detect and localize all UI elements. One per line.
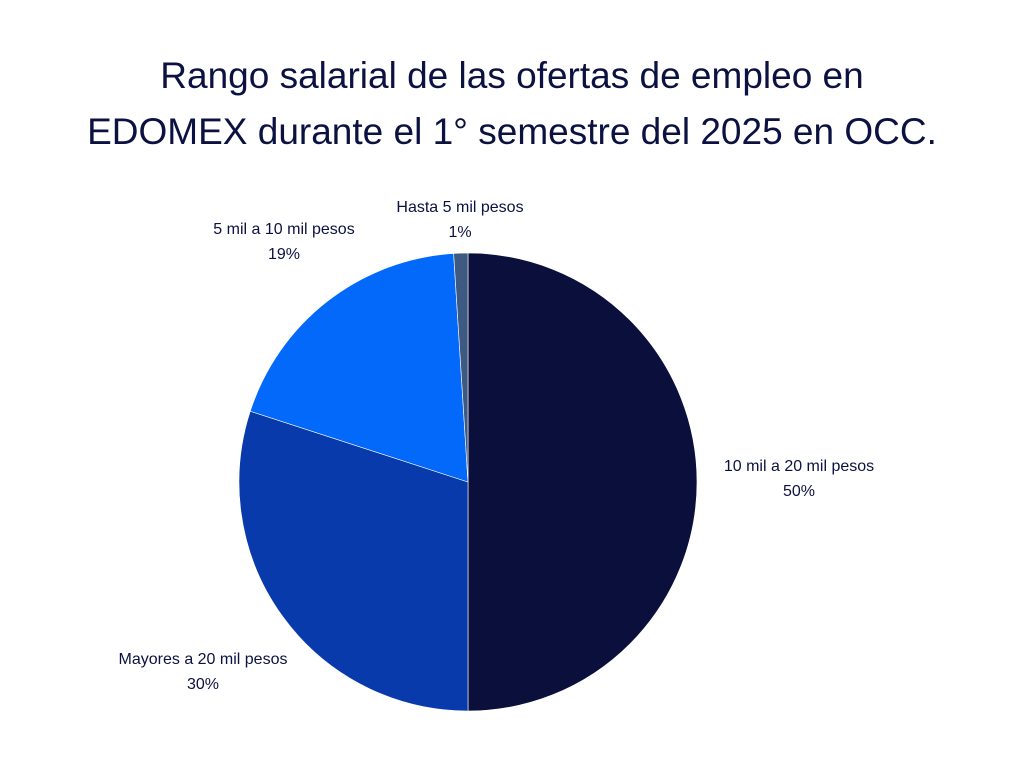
pie-slice-2: [238, 410, 469, 712]
slice-value-label-1: 50%: [783, 483, 815, 500]
slice-label-4: Hasta 5 mil pesos: [396, 199, 523, 216]
chart-title: Rango salarial de las ofertas de empleo …: [0, 48, 1024, 160]
slice-label-2: Mayores a 20 mil pesos: [119, 651, 288, 668]
pie-slices: [238, 252, 698, 712]
slice-value-label-4: 1%: [448, 224, 471, 241]
slice-label-1: 10 mil a 20 mil pesos: [724, 458, 874, 475]
slice-value-label-3: 19%: [268, 246, 300, 263]
pie-slice-4: [453, 252, 469, 483]
slice-value-label-2: 30%: [187, 676, 219, 693]
pie-slice-1: [467, 252, 698, 712]
chart-title-line-1: Rango salarial de las ofertas de empleo …: [160, 55, 864, 96]
pie-labels: 10 mil a 20 mil pesos 50% Mayores a 20 mil…: [119, 199, 875, 693]
slice-label-3: 5 mil a 10 mil pesos: [213, 221, 354, 238]
pie-slice-3: [249, 253, 469, 483]
chart-title-line-2: EDOMEX durante el 1° semestre del 2025 e…: [87, 111, 937, 152]
